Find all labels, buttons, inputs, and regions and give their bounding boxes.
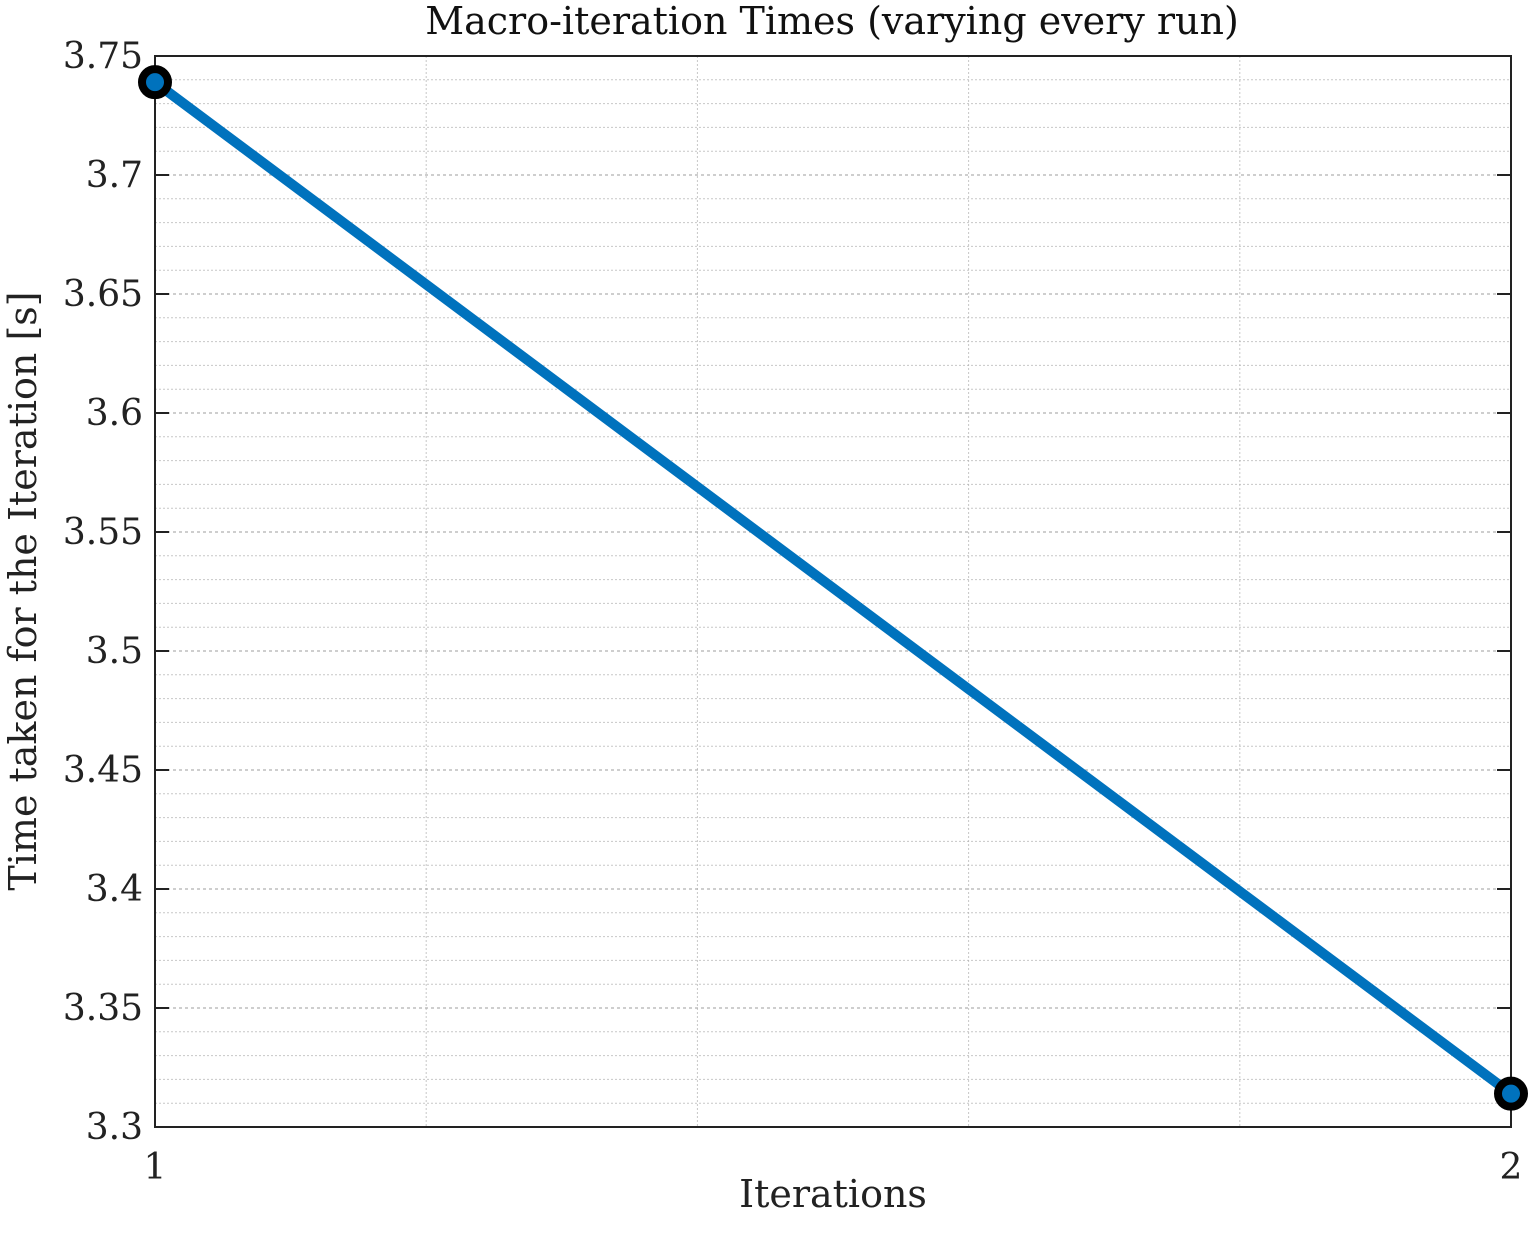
y-tick-label: 3.6: [86, 393, 143, 434]
y-tick-label: 3.45: [63, 750, 143, 791]
y-axis-title: Time taken for the Iteration [s]: [1, 291, 45, 890]
y-tick-label: 3.7: [86, 155, 143, 196]
y-tick-label: 3.35: [63, 988, 143, 1029]
y-tick-label: 3.55: [63, 512, 143, 553]
y-tick-label: 3.3: [86, 1107, 143, 1148]
y-tick-label: 3.75: [63, 36, 143, 77]
series-layer: [138, 65, 1528, 1111]
x-axis-title: Iterations: [739, 1172, 927, 1216]
chart-title: Macro-iteration Times (varying every run…: [425, 0, 1239, 43]
y-tick-label: 3.65: [63, 274, 143, 315]
series-line: [150, 77, 1516, 1099]
x-tick-label: 2: [1500, 1147, 1523, 1188]
data-point-marker: [138, 65, 172, 100]
plot-frame: [154, 55, 1512, 1128]
y-tick-labels: 3.3 3.35 3.4 3.45 3.5 3.55 3.6 3.65 3.7 3.75: [63, 36, 143, 1148]
y-tick-label: 3.4: [86, 869, 143, 910]
y-tick-label: 3.5: [86, 631, 143, 672]
tick-layer: [154, 55, 1512, 1128]
data-point-marker: [1494, 1076, 1528, 1111]
x-tick-label: 1: [144, 1147, 167, 1188]
